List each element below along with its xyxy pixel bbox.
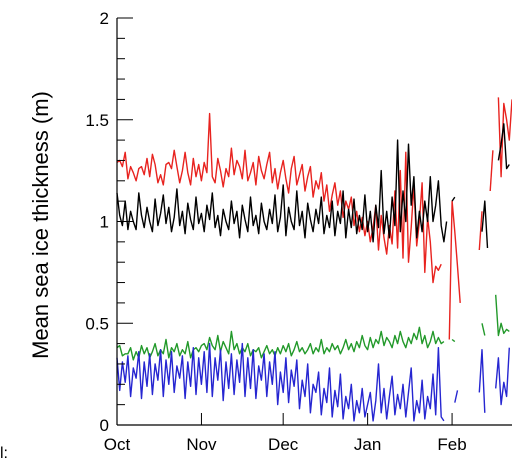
series-2-segment-3 (481, 200, 489, 249)
y-tick-label: 1.5 (85, 111, 109, 130)
series-4-segment-4 (495, 347, 510, 406)
y-tick-label: 2 (100, 9, 109, 28)
plot-area: 0 0.5 1 1.5 2 Oct Nov Dec Jan Feb (85, 9, 512, 454)
series-1-segment-1 (116, 112, 442, 284)
x-tick-label: Jan (354, 435, 381, 454)
series-4-segment-1 (116, 342, 445, 422)
partial-text-label: l: (0, 445, 8, 462)
x-tick-label: Feb (437, 435, 466, 454)
series-2-segment-1 (116, 139, 448, 243)
series-3-segment-2 (451, 338, 456, 343)
series-2-segment-4 (497, 123, 510, 170)
x-tick-label: Oct (104, 435, 131, 454)
y-tick-label: 0 (100, 416, 109, 435)
y-tick-label: 0.5 (85, 314, 109, 333)
y-axis-title: Mean sea ice thickness (m) (28, 91, 53, 359)
series-1-segment-3 (478, 211, 483, 251)
series-3-segment-4 (495, 294, 510, 337)
series-1-segment-2 (448, 200, 461, 340)
y-tick-label: 1 (100, 213, 109, 232)
series-1-segment-4 (489, 150, 494, 192)
series-2-segment-2 (451, 196, 456, 202)
series-4-segment-2 (454, 390, 459, 403)
x-tick-label: Dec (268, 435, 299, 454)
x-tick-label: Nov (186, 435, 217, 454)
series-3-segment-1 (116, 326, 445, 361)
series-1-segment-5 (497, 97, 512, 178)
series-3-segment-3 (481, 323, 486, 336)
series-4-segment-3 (478, 349, 486, 413)
